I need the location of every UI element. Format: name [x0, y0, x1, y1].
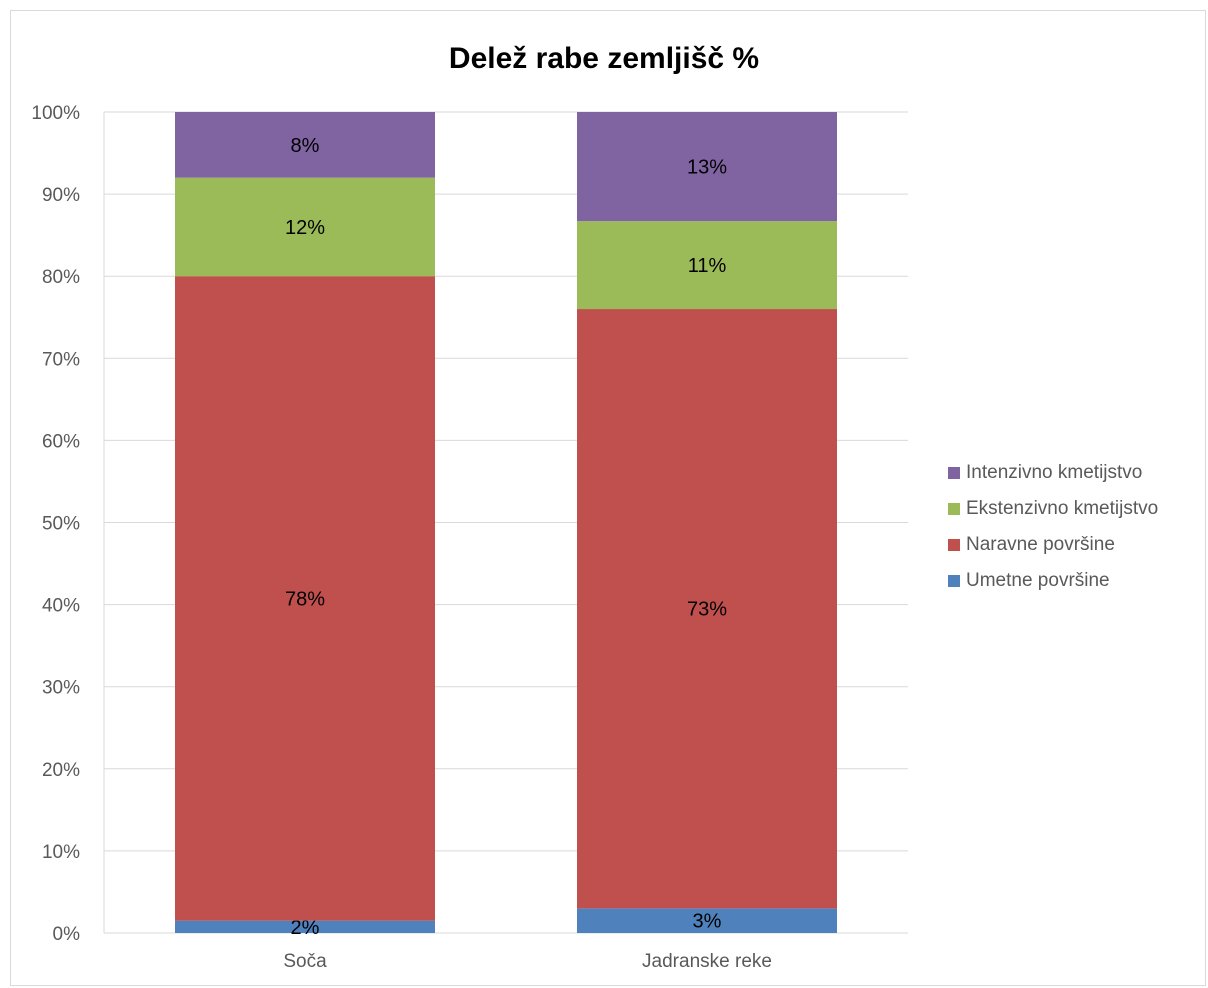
chart-title: Delež rabe zemljišč % — [448, 42, 760, 75]
legend-label: Umetne površine — [966, 570, 1110, 591]
y-tick-label: 90% — [42, 185, 80, 206]
data-label: 2% — [291, 917, 320, 939]
bar-segment — [577, 908, 837, 933]
x-tick-label: Soča — [283, 951, 327, 972]
legend-swatch — [948, 539, 960, 551]
legend-item: Ekstenzivno kmetijstvo — [948, 491, 1158, 527]
bar-segment — [175, 920, 435, 933]
legend-swatch — [948, 503, 960, 515]
y-tick-label: 30% — [42, 678, 80, 699]
bar-segment — [175, 276, 435, 921]
y-tick-label: 50% — [42, 514, 80, 535]
chart-legend: Intenzivno kmetijstvo Ekstenzivno kmetijs… — [948, 455, 1158, 599]
bar-segment — [175, 177, 435, 277]
y-tick-label: 60% — [42, 431, 80, 452]
y-tick-label: 70% — [42, 349, 80, 370]
bar-segment — [175, 112, 435, 178]
legend-item: Intenzivno kmetijstvo — [948, 455, 1158, 491]
data-label: 11% — [688, 255, 727, 277]
legend-item: Naravne površine — [948, 527, 1158, 563]
y-tick-label: 40% — [42, 596, 80, 617]
bar-segment — [577, 221, 837, 310]
bar-segment — [577, 112, 837, 222]
data-label: 13% — [687, 157, 727, 179]
data-label: 78% — [285, 588, 325, 610]
y-tick-label: 80% — [42, 267, 80, 288]
y-tick-label: 20% — [42, 760, 80, 781]
legend-swatch — [948, 467, 960, 479]
legend-item: Umetne površine — [948, 563, 1158, 599]
legend-label: Ekstenzivno kmetijstvo — [966, 498, 1159, 519]
x-tick-label: Jadranske reke — [642, 951, 772, 972]
legend-swatch — [948, 575, 960, 587]
legend-label: Intenzivno kmetijstvo — [966, 462, 1143, 483]
data-label: 12% — [285, 217, 325, 239]
y-tick-label: 0% — [53, 924, 81, 945]
legend-label: Naravne površine — [966, 534, 1115, 555]
data-label: 3% — [693, 911, 722, 933]
data-label: 73% — [687, 599, 727, 621]
bar-segment — [577, 309, 837, 909]
data-label: 8% — [291, 135, 320, 157]
y-tick-label: 10% — [42, 842, 80, 863]
y-tick-label: 100% — [31, 103, 80, 124]
